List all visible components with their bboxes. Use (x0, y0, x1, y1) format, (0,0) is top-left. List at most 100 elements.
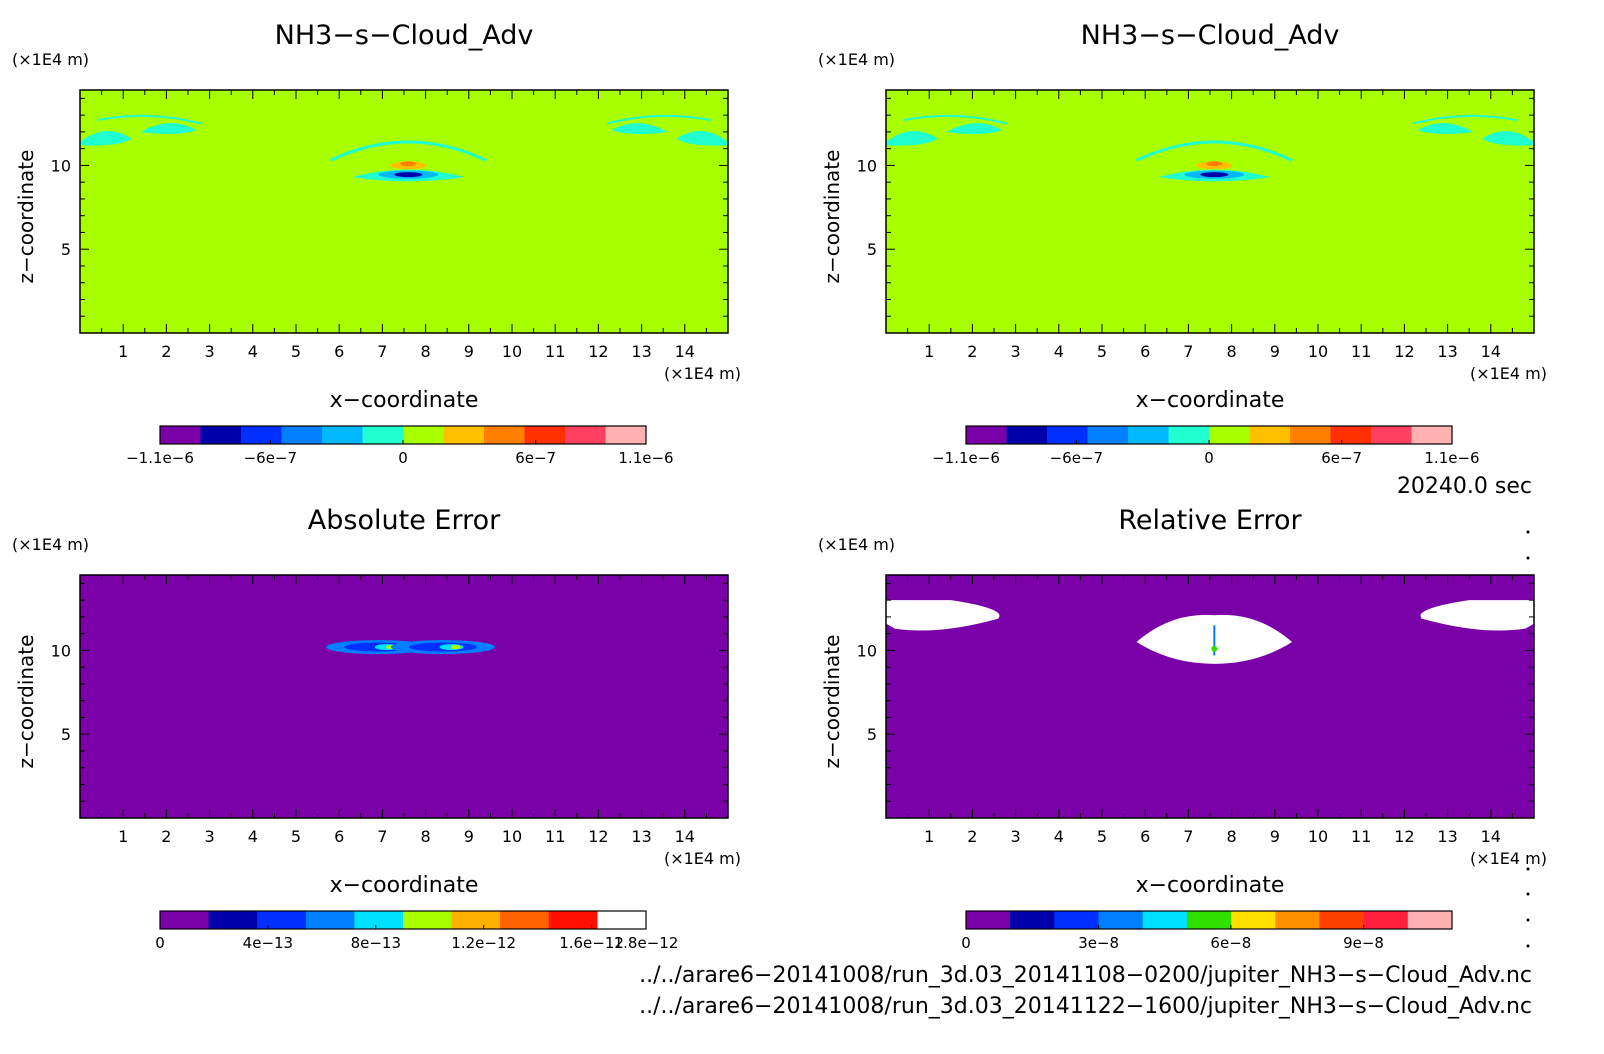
y-tick-label: 10 (51, 156, 71, 175)
panel-4: Relative Error(×1E4 m)1 2 3 4 5 6 7 8 9 10 11 12 13 1… (818, 505, 1547, 952)
x-tick-label: 14 (675, 827, 695, 846)
colorbar-swatch (966, 426, 1007, 444)
x-tick-label: 1 (924, 827, 934, 846)
colorbar-tick-label: 0 (961, 934, 971, 952)
time-label: 20240.0 sec (1397, 474, 1532, 499)
colorbar-swatch (597, 911, 647, 929)
x-tick-label: 8 (421, 342, 431, 361)
x-unit-label: (×1E4 m) (1470, 364, 1547, 383)
colorbar-swatch (1231, 911, 1276, 929)
y-axis-label: z−coordinate (14, 635, 38, 769)
colorbar-swatch (1006, 426, 1048, 444)
x-tick-label: 2 (161, 827, 171, 846)
colorbar-swatch (524, 426, 566, 444)
colorbar: −1.1e−6 −6e−7 0 6e−7 1.1e−6 (126, 425, 674, 467)
axis-ticks (886, 90, 1534, 333)
x-tick-label: 11 (545, 827, 565, 846)
contour-line (1135, 140, 1293, 162)
colorbar-swatch (443, 426, 485, 444)
colorbar-tick-label: −1.1e−6 (126, 449, 194, 467)
colorbar-swatch (403, 426, 444, 444)
colorbar-frame (159, 910, 647, 930)
colorbar-tick-label: 6e−7 (515, 449, 556, 467)
colorbar-swatch (1047, 426, 1088, 444)
y-axis-label: z−coordinate (820, 150, 844, 284)
colorbar-swatch (305, 911, 355, 929)
colorbar-tick-label: 1.8e−12 (614, 934, 679, 952)
colorbar-tick-label: −6e−7 (244, 449, 297, 467)
x-tick-label: 5 (291, 342, 301, 361)
x-tick-label: 9 (1270, 827, 1280, 846)
x-axis-label: x−coordinate (1136, 388, 1285, 413)
x-tick-label: 4 (1054, 827, 1064, 846)
x-tick-label: 13 (631, 342, 651, 361)
colorbar-swatch (1319, 911, 1365, 929)
x-tick-label: 2 (967, 827, 977, 846)
negative-patch (676, 130, 728, 146)
colorbar: 0 3e−8 6e−8 9e−8 (961, 910, 1453, 952)
panel-title: Absolute Error (308, 505, 501, 536)
colorbar-swatch (1168, 426, 1210, 444)
colorbar-swatch (605, 426, 647, 444)
x-tick-label: 10 (502, 827, 522, 846)
colorbar-tick-label: 9e−8 (1343, 934, 1384, 952)
y-tick-label: 10 (857, 641, 877, 660)
x-axis-label: x−coordinate (330, 388, 479, 413)
colorbar-swatch (1363, 911, 1409, 929)
colorbar-swatch (354, 911, 404, 929)
positive-core (400, 161, 417, 167)
x-tick-label: 14 (1481, 342, 1501, 361)
panel-title: Relative Error (1118, 505, 1302, 536)
colorbar-tick-label: 0 (155, 934, 165, 952)
colorbar-swatch (966, 911, 1011, 929)
colorbar: −1.1e−6 −6e−7 0 6e−7 1.1e−6 (932, 425, 1480, 467)
colorbar-swatch (362, 426, 404, 444)
error-lobe (450, 645, 461, 650)
y-unit-label: (×1E4 m) (12, 535, 89, 554)
undefined-region (886, 600, 1000, 631)
y-tick-label: 5 (61, 240, 71, 259)
colorbar-frame (965, 910, 1453, 930)
contour-line (1412, 114, 1517, 125)
negative-patch (946, 123, 1003, 135)
x-tick-label: 10 (1308, 827, 1328, 846)
contour-line (606, 114, 711, 125)
x-tick-label: 7 (1183, 827, 1193, 846)
x-tick-label: 3 (205, 342, 215, 361)
x-tick-label: 3 (1011, 827, 1021, 846)
x-tick-label: 8 (421, 827, 431, 846)
colorbar-swatch (1209, 426, 1250, 444)
x-tick-label: 5 (1097, 342, 1107, 361)
negative-patch (886, 130, 938, 146)
colorbar-swatch (281, 426, 323, 444)
colorbar-tick-label: 1.1e−6 (1424, 449, 1479, 467)
file-path: ../../arare6−20141008/run_3d.03_20141108… (639, 963, 1532, 988)
colorbar-tick-label: −6e−7 (1050, 449, 1103, 467)
colorbar-swatch (451, 911, 501, 929)
x-tick-label: 4 (1054, 342, 1064, 361)
colorbar: 0 4e−13 8e−13 1.2e−12 1.6e−121.8e−12 (155, 910, 679, 952)
colorbar-swatch (1128, 426, 1169, 444)
x-tick-label: 7 (377, 342, 387, 361)
colorbar-swatch (1087, 426, 1129, 444)
x-tick-label: 2 (161, 342, 171, 361)
colorbar-swatch (1010, 911, 1055, 929)
colorbar-swatch (1371, 426, 1412, 444)
colorbar-swatch (257, 911, 307, 929)
axis-ticks (80, 90, 728, 333)
x-tick-label: 11 (1351, 342, 1371, 361)
x-tick-label: 11 (1351, 827, 1371, 846)
colorbar-tick-label: 4e−13 (243, 934, 293, 952)
margin-dot (1526, 530, 1530, 534)
axis-ticks (886, 575, 1534, 818)
colorbar-swatch (1142, 911, 1188, 929)
x-tick-label: 8 (1227, 827, 1237, 846)
x-unit-label: (×1E4 m) (1470, 849, 1547, 868)
colorbar-swatch (241, 426, 282, 444)
x-tick-label: 6 (1140, 827, 1150, 846)
x-tick-label: 13 (631, 827, 651, 846)
x-tick-label: 14 (675, 342, 695, 361)
colorbar-tick-label: 1.6e−12 (559, 934, 624, 952)
colorbar-tick-label: 3e−8 (1078, 934, 1119, 952)
